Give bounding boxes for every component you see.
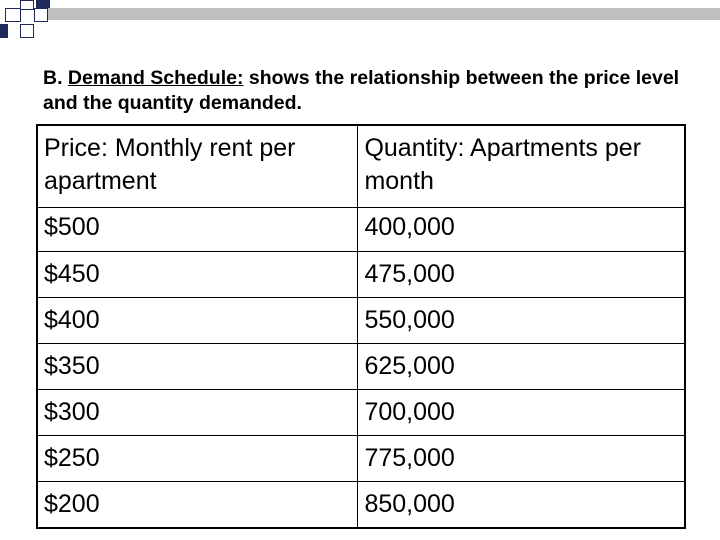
quantity-cell: 550,000 [357, 297, 686, 344]
quantity-cell: 625,000 [357, 343, 686, 390]
table-row: $350 625,000 [36, 343, 686, 390]
quantity-cell: 775,000 [357, 435, 686, 482]
demand-schedule-table: Price: Monthly rent per apartment Quanti… [36, 124, 686, 529]
heading-prefix: B. [43, 67, 68, 89]
quantity-cell: 475,000 [357, 251, 686, 298]
price-header: Price: Monthly rent per apartment [36, 124, 359, 208]
table-row: $250 775,000 [36, 435, 686, 482]
price-cell: $200 [36, 481, 359, 529]
table-row: $300 700,000 [36, 389, 686, 436]
quantity-cell: 850,000 [357, 481, 686, 529]
price-cell: $500 [36, 207, 359, 252]
table-header-row: Price: Monthly rent per apartment Quanti… [36, 124, 686, 208]
price-cell: $450 [36, 251, 359, 298]
slide-heading: B. Demand Schedule: shows the relationsh… [43, 66, 703, 116]
heading-underlined: Demand Schedule: [67, 67, 244, 89]
table-row: $200 850,000 [36, 481, 686, 529]
quantity-cell: 700,000 [357, 389, 686, 436]
quantity-cell: 400,000 [357, 207, 686, 252]
price-cell: $300 [36, 389, 359, 436]
table-row: $500 400,000 [36, 207, 686, 252]
corner-square-decoration [20, 24, 34, 38]
price-cell: $250 [36, 435, 359, 482]
corner-square-decoration [20, 0, 34, 10]
heading-rest: shows the relationship between the price… [43, 67, 680, 114]
corner-square-decoration [34, 8, 48, 22]
table-row: $450 475,000 [36, 251, 686, 298]
quantity-header: Quantity: Apartments per month [357, 124, 686, 208]
corner-square-decoration [0, 24, 8, 38]
corner-square-decoration [5, 8, 21, 22]
corner-square-decoration [36, 0, 50, 10]
table-row: $400 550,000 [36, 297, 686, 344]
top-divider-line [48, 8, 720, 20]
price-cell: $400 [36, 297, 359, 344]
price-cell: $350 [36, 343, 359, 390]
